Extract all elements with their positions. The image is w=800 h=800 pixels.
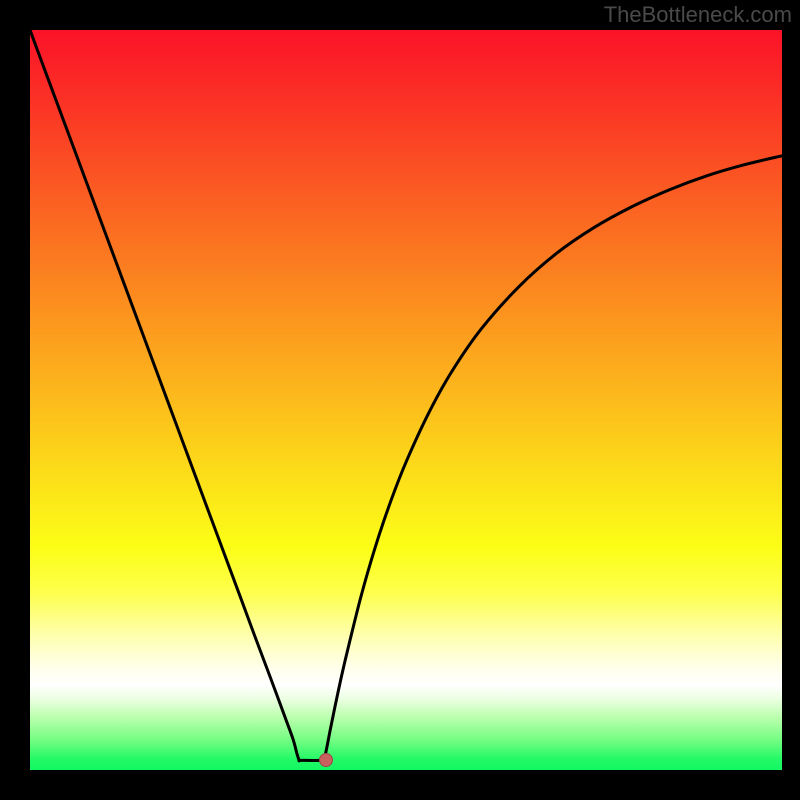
watermark-text: TheBottleneck.com: [604, 2, 792, 28]
plot-area: [30, 30, 782, 770]
curve-layer: [30, 30, 782, 770]
bottleneck-curve: [30, 30, 782, 761]
chart-container: TheBottleneck.com: [0, 0, 800, 800]
optimum-marker: [319, 753, 333, 767]
